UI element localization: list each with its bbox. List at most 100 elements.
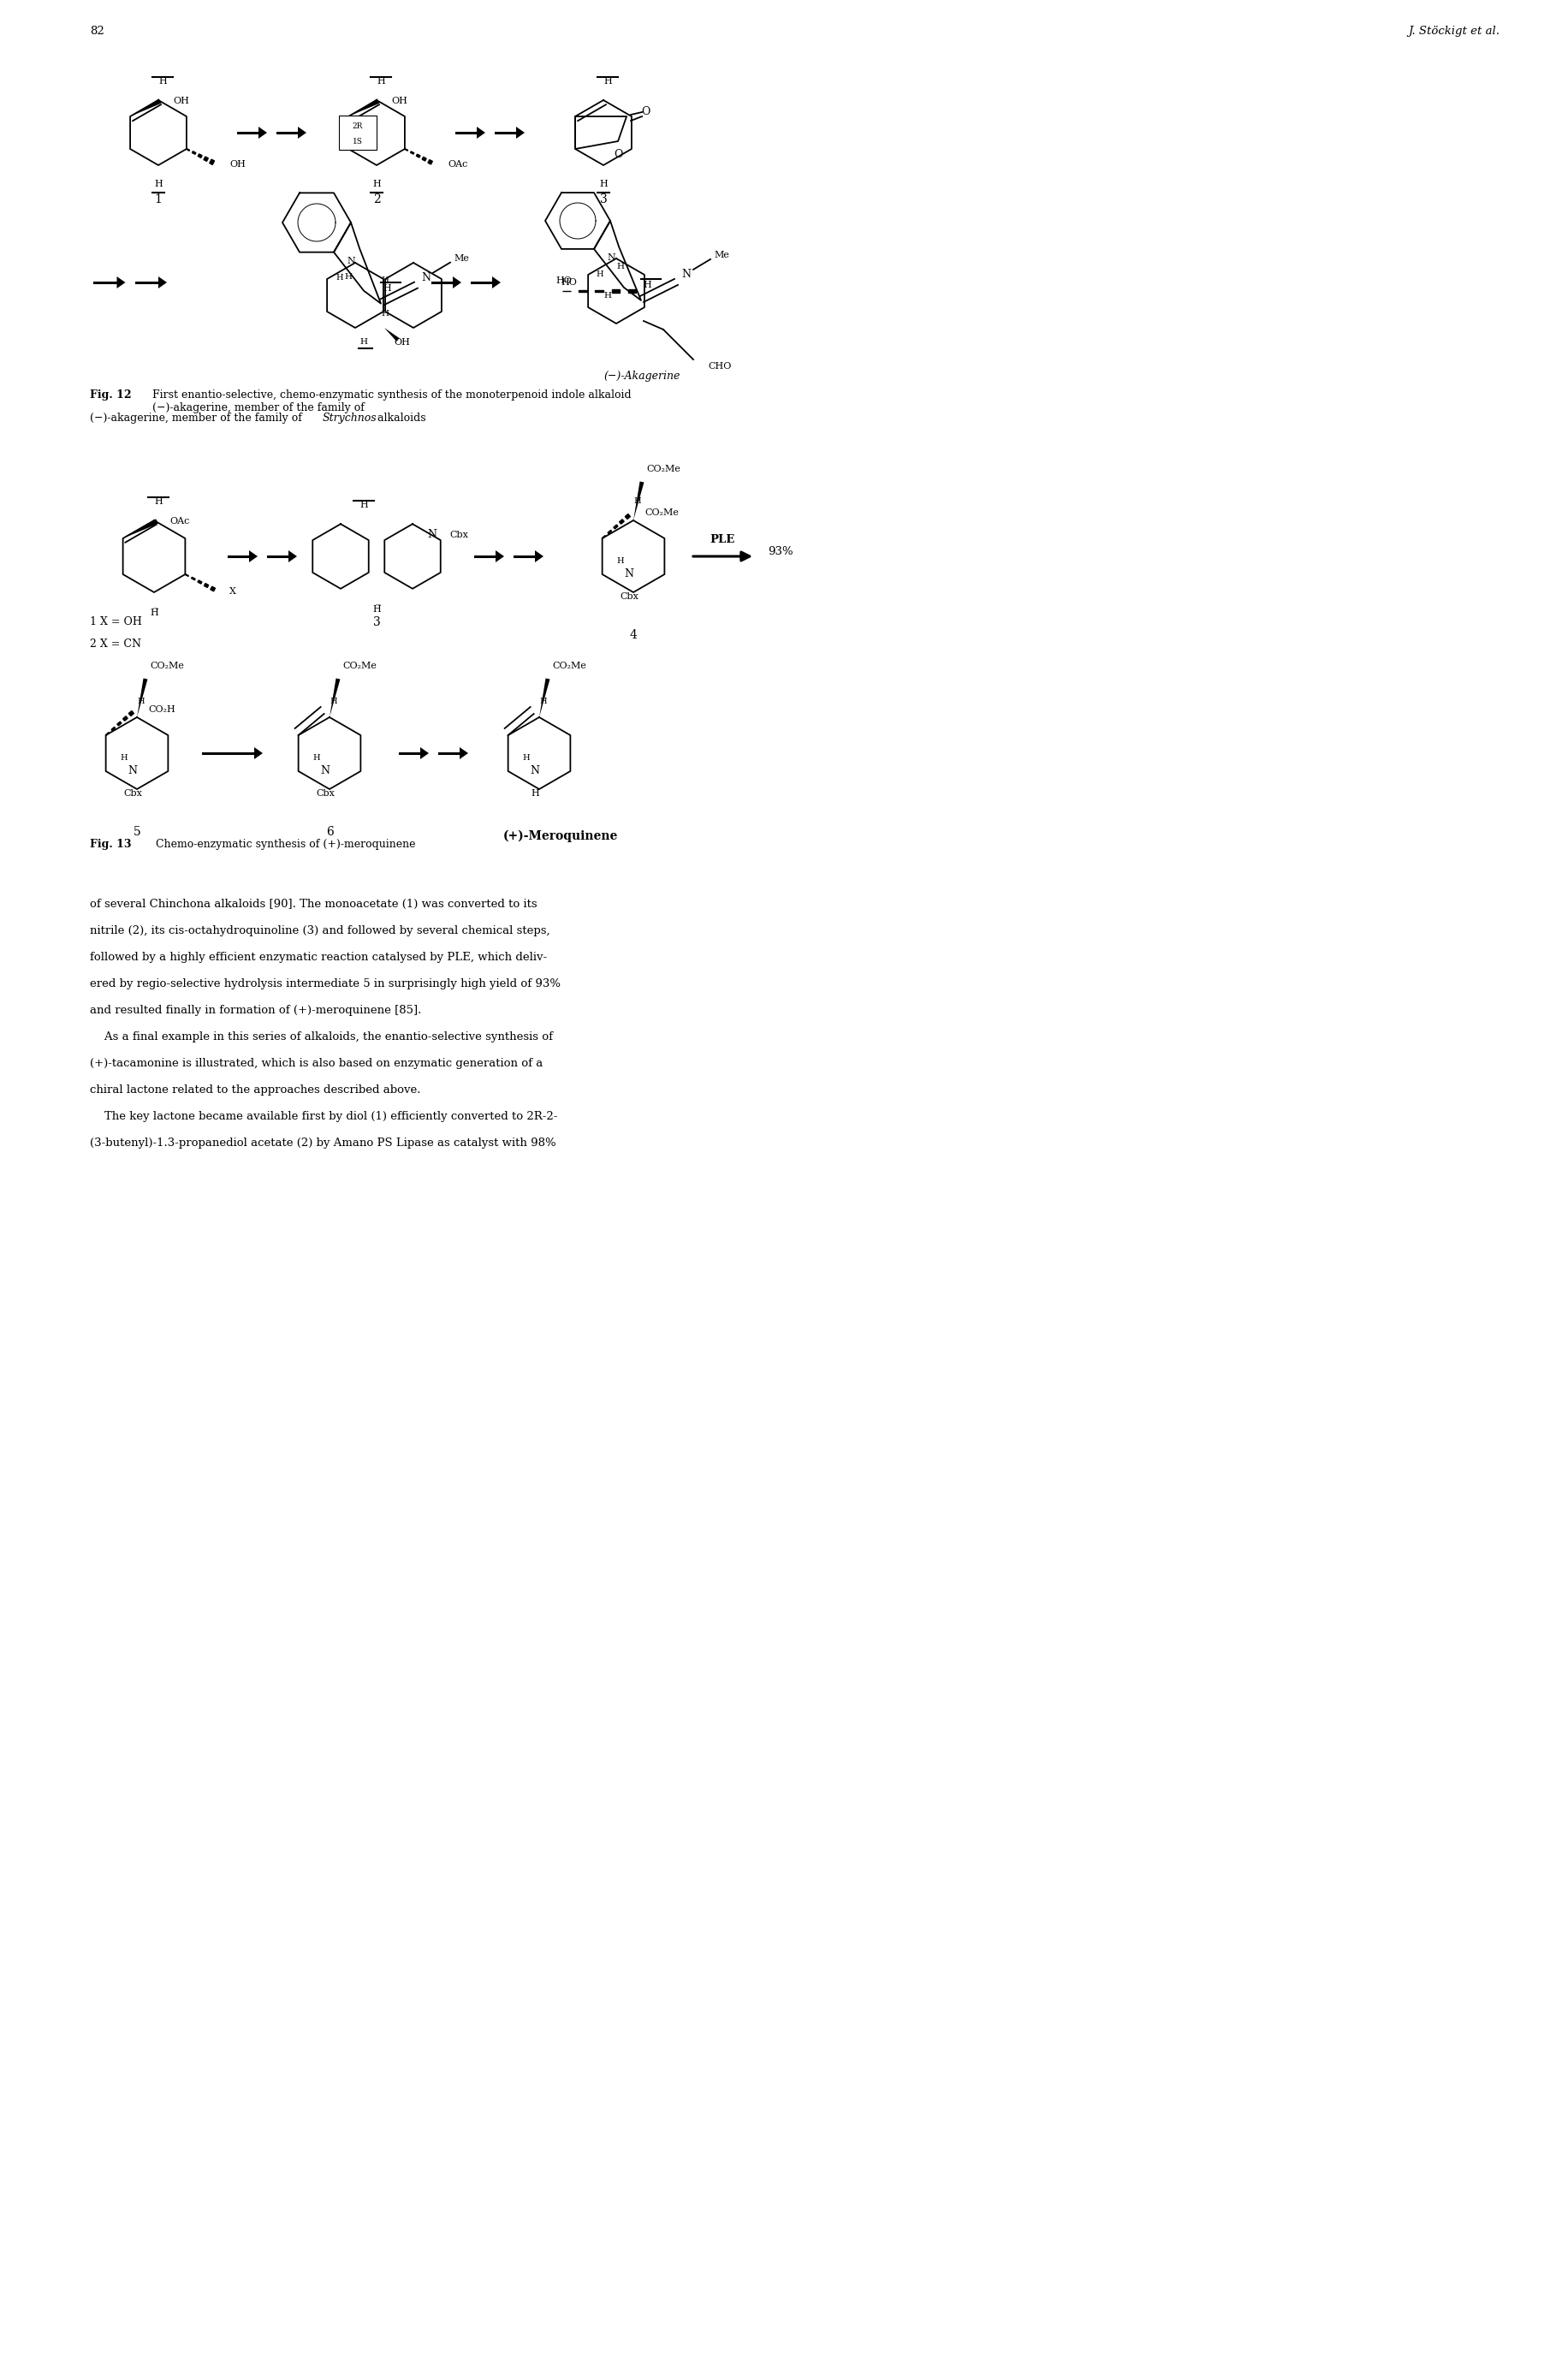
Text: alkaloids: alkaloids xyxy=(375,413,426,423)
Text: Η̅: Η̅ xyxy=(151,608,158,618)
Text: H: H xyxy=(522,753,530,760)
Polygon shape xyxy=(329,677,340,718)
Text: H: H xyxy=(121,753,129,760)
Polygon shape xyxy=(633,482,644,520)
Text: H: H xyxy=(154,181,163,188)
Text: Fig. 13: Fig. 13 xyxy=(89,839,132,851)
Text: N: N xyxy=(347,257,354,266)
Text: H: H xyxy=(599,181,607,188)
Text: 93%: 93% xyxy=(768,546,793,558)
Text: H: H xyxy=(331,699,337,706)
Text: First enantio-selective, chemo-enzymatic synthesis of the monoterpenoid indole a: First enantio-selective, chemo-enzymatic… xyxy=(152,390,632,413)
Text: H: H xyxy=(530,789,539,798)
Text: N: N xyxy=(607,254,615,261)
Text: OH: OH xyxy=(172,97,190,105)
Text: O: O xyxy=(641,107,649,119)
Polygon shape xyxy=(204,584,209,587)
Text: OH: OH xyxy=(229,159,246,169)
Polygon shape xyxy=(629,290,637,292)
Text: CO₂Me: CO₂Me xyxy=(646,466,681,473)
Polygon shape xyxy=(422,157,426,162)
Text: As a final example in this series of alkaloids, the enantio-selective synthesis : As a final example in this series of alk… xyxy=(89,1031,554,1043)
Text: of several Chinchona alkaloids [90]. The monoacetate (1) was converted to its: of several Chinchona alkaloids [90]. The… xyxy=(89,898,538,910)
Text: O: O xyxy=(613,150,622,159)
Text: H: H xyxy=(381,276,389,283)
Text: 2: 2 xyxy=(373,192,381,204)
Polygon shape xyxy=(118,722,121,725)
Text: 3: 3 xyxy=(599,192,607,204)
Polygon shape xyxy=(136,677,147,718)
Text: Fig. 12: Fig. 12 xyxy=(89,390,132,402)
Polygon shape xyxy=(298,126,306,138)
Text: PLE: PLE xyxy=(710,535,735,544)
Text: Me: Me xyxy=(713,252,729,259)
Text: J. Stöckigt et al.: J. Stöckigt et al. xyxy=(1408,26,1499,36)
Polygon shape xyxy=(612,290,619,292)
Polygon shape xyxy=(384,328,400,342)
Text: CO₂Me: CO₂Me xyxy=(151,661,183,670)
Polygon shape xyxy=(193,152,196,154)
Text: 5: 5 xyxy=(133,827,141,839)
Text: N: N xyxy=(682,268,691,280)
Polygon shape xyxy=(118,276,125,287)
Text: (+)-Meroquinene: (+)-Meroquinene xyxy=(503,829,618,843)
Text: 6: 6 xyxy=(326,827,334,839)
Text: CO₂Me: CO₂Me xyxy=(342,661,376,670)
Text: followed by a highly efficient enzymatic reaction catalysed by PLE, which deliv-: followed by a highly efficient enzymatic… xyxy=(89,953,547,962)
Text: H: H xyxy=(539,699,547,706)
Text: X: X xyxy=(229,587,237,596)
Text: H: H xyxy=(381,311,389,318)
Polygon shape xyxy=(539,677,550,718)
Text: H: H xyxy=(616,556,624,565)
Text: Me: Me xyxy=(453,254,469,261)
Polygon shape xyxy=(105,732,110,737)
Polygon shape xyxy=(204,157,209,162)
Text: The key lactone became available first by diol (1) efficiently converted to 2R-2: The key lactone became available first b… xyxy=(89,1112,558,1121)
Polygon shape xyxy=(122,715,127,720)
Polygon shape xyxy=(535,551,544,563)
Text: CO₂Me: CO₂Me xyxy=(644,508,679,518)
Text: H: H xyxy=(361,337,367,347)
Text: ered by regio-selective hydrolysis intermediate 5 in surprisingly high yield of : ered by regio-selective hydrolysis inter… xyxy=(89,979,561,988)
Polygon shape xyxy=(459,746,469,760)
Text: 82: 82 xyxy=(89,26,103,36)
Text: H: H xyxy=(633,497,641,506)
Text: 2R: 2R xyxy=(353,124,364,131)
Text: H: H xyxy=(373,181,381,188)
Polygon shape xyxy=(129,710,133,715)
Text: N: N xyxy=(320,765,329,777)
Polygon shape xyxy=(122,518,158,539)
Text: nitrile (2), its cis-octahydroquinoline (3) and followed by several chemical ste: nitrile (2), its cis-octahydroquinoline … xyxy=(89,924,550,936)
Polygon shape xyxy=(289,551,296,563)
Polygon shape xyxy=(254,746,263,760)
Polygon shape xyxy=(249,551,257,563)
Text: N: N xyxy=(129,765,138,777)
Polygon shape xyxy=(495,551,505,563)
Text: H: H xyxy=(604,76,612,86)
Polygon shape xyxy=(602,535,605,539)
Polygon shape xyxy=(416,154,420,157)
Text: 3: 3 xyxy=(373,615,381,627)
Text: H: H xyxy=(336,273,343,283)
Text: CO₂Me: CO₂Me xyxy=(552,661,586,670)
Polygon shape xyxy=(613,525,618,530)
Text: Chemo-enzymatic synthesis of (+)-meroquinene: Chemo-enzymatic synthesis of (+)-meroqui… xyxy=(152,839,416,851)
Polygon shape xyxy=(198,154,202,157)
Polygon shape xyxy=(210,159,215,164)
Text: OAc: OAc xyxy=(169,518,190,525)
Text: 4: 4 xyxy=(630,630,637,642)
Text: Cbx: Cbx xyxy=(315,789,334,798)
Text: Strychnos: Strychnos xyxy=(323,413,378,423)
Polygon shape xyxy=(210,587,215,592)
Text: H: H xyxy=(643,280,651,290)
Polygon shape xyxy=(619,520,624,525)
Polygon shape xyxy=(608,530,612,535)
Polygon shape xyxy=(191,577,196,580)
Text: OH: OH xyxy=(392,97,408,105)
Text: H̅: H̅ xyxy=(373,606,381,613)
Text: H: H xyxy=(314,753,320,760)
Text: H: H xyxy=(376,76,386,86)
Polygon shape xyxy=(130,100,162,116)
Text: and resulted finally in formation of (+)-meroquinene [85].: and resulted finally in formation of (+)… xyxy=(89,1005,422,1017)
Polygon shape xyxy=(516,126,525,138)
